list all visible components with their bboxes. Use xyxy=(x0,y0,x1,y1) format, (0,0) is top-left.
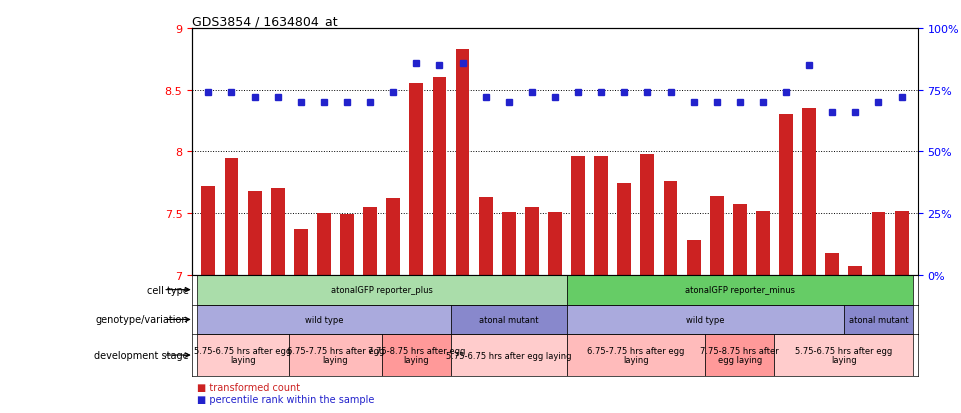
Bar xyxy=(872,212,885,275)
Bar xyxy=(849,266,862,275)
Bar xyxy=(502,212,516,275)
Bar xyxy=(294,230,308,275)
Bar xyxy=(451,305,567,335)
Bar xyxy=(202,186,215,275)
Bar xyxy=(710,196,724,275)
Text: 6.75-7.75 hrs after egg
laying: 6.75-7.75 hrs after egg laying xyxy=(286,346,384,365)
Bar xyxy=(640,154,654,275)
Text: cell type: cell type xyxy=(147,285,188,295)
Text: 6.75-7.75 hrs after egg
laying: 6.75-7.75 hrs after egg laying xyxy=(587,346,684,365)
Bar xyxy=(451,335,567,376)
Bar xyxy=(567,275,913,305)
Bar xyxy=(432,78,446,275)
Bar xyxy=(895,211,908,275)
Bar xyxy=(571,157,585,275)
Bar xyxy=(225,158,238,275)
Bar xyxy=(386,199,400,275)
Text: 5.75-6.75 hrs after egg
laying: 5.75-6.75 hrs after egg laying xyxy=(194,346,291,365)
Bar xyxy=(733,205,747,275)
Text: atonal mutant: atonal mutant xyxy=(479,315,538,324)
Text: ■ transformed count: ■ transformed count xyxy=(197,382,300,392)
Bar xyxy=(197,305,451,335)
Bar xyxy=(756,211,770,275)
Bar xyxy=(825,253,839,275)
Text: genotype/variation: genotype/variation xyxy=(96,315,188,325)
Bar xyxy=(844,305,913,335)
Bar xyxy=(594,157,608,275)
Bar xyxy=(271,189,284,275)
Text: 5.75-6.75 hrs after egg
laying: 5.75-6.75 hrs after egg laying xyxy=(795,346,893,365)
Text: wild type: wild type xyxy=(305,315,343,324)
Bar xyxy=(197,335,289,376)
Bar xyxy=(525,207,539,275)
Bar xyxy=(664,182,678,275)
Text: development stage: development stage xyxy=(94,350,188,360)
Bar xyxy=(705,335,775,376)
Bar xyxy=(456,50,470,275)
Bar xyxy=(567,335,705,376)
Text: atonalGFP reporter_plus: atonalGFP reporter_plus xyxy=(331,285,432,294)
Bar xyxy=(197,275,567,305)
Bar xyxy=(409,84,423,275)
Bar xyxy=(617,184,631,275)
Bar xyxy=(802,109,816,275)
Bar xyxy=(479,197,493,275)
Bar xyxy=(248,191,261,275)
Bar xyxy=(317,214,331,275)
Bar xyxy=(289,335,382,376)
Bar xyxy=(363,207,377,275)
Bar xyxy=(382,335,451,376)
Bar xyxy=(779,115,793,275)
Text: atonal mutant: atonal mutant xyxy=(849,315,908,324)
Text: 5.75-6.75 hrs after egg laying: 5.75-6.75 hrs after egg laying xyxy=(446,351,572,360)
Text: 7.75-8.75 hrs after egg
laying: 7.75-8.75 hrs after egg laying xyxy=(368,346,465,365)
Bar xyxy=(548,212,562,275)
Bar xyxy=(340,215,354,275)
Text: ■ percentile rank within the sample: ■ percentile rank within the sample xyxy=(197,394,375,404)
Text: 7.75-8.75 hrs after
egg laying: 7.75-8.75 hrs after egg laying xyxy=(701,346,779,365)
Bar xyxy=(687,241,701,275)
Text: atonalGFP reporter_minus: atonalGFP reporter_minus xyxy=(685,285,795,294)
Bar xyxy=(775,335,913,376)
Bar xyxy=(567,305,844,335)
Text: GDS3854 / 1634804_at: GDS3854 / 1634804_at xyxy=(192,15,338,28)
Text: wild type: wild type xyxy=(686,315,725,324)
